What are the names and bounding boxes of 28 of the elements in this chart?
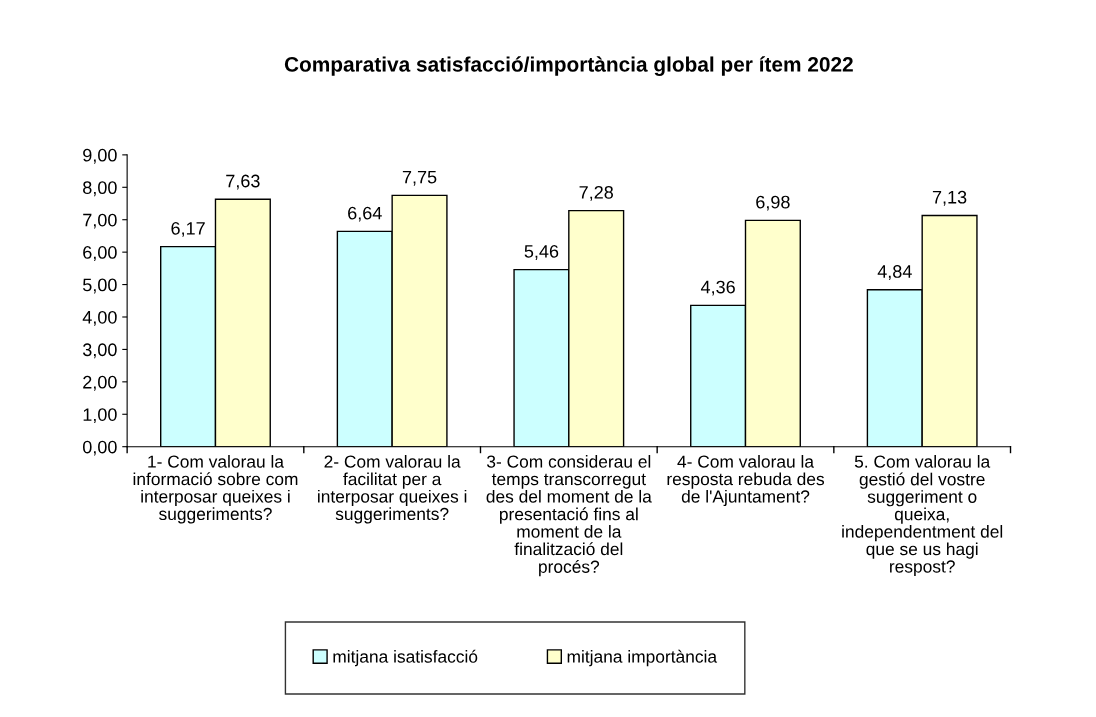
y-tick-label: 1,00 (83, 408, 117, 424)
data-label: 7,63 (226, 174, 260, 190)
x-tick-label: 5. Com valorau la gestió del vostre suggeriment o queixa, independentment del que se us hagi respost? (842, 455, 1003, 577)
data-label: 6,17 (171, 221, 205, 237)
data-label: 7,75 (402, 170, 437, 186)
x-tick-label: 3- Com considerau el temps transcorregut des del moment de la presentació fins al moment de la finalització del procés? (486, 455, 652, 577)
x-tick-label: 4- Com valorau la resposta rebuda des de l'Ajuntament? (667, 455, 825, 507)
y-tick-label: 8,00 (83, 181, 117, 197)
legend-label: mitjana isatisfacció (333, 649, 478, 667)
y-tick-label: 2,00 (83, 375, 117, 391)
data-label: 6,98 (756, 195, 790, 211)
data-label: 6,64 (348, 206, 382, 222)
x-tick-label: 2- Com valorau la facilitat per a interposar queixes i suggeriments? (318, 455, 467, 524)
data-label: 5,46 (524, 244, 559, 260)
y-tick-label: 4,00 (82, 310, 117, 326)
data-label: 4,36 (700, 280, 735, 296)
data-label: 7,28 (579, 185, 613, 201)
y-tick-label: 5,00 (83, 278, 117, 294)
chart-title: Comparativa satisfacció/importància global per ítem 2022 (284, 56, 853, 76)
data-label: 4,84 (877, 265, 912, 280)
x-tick-label: 1- Com valorau la informació sobre com interposar queixes i suggeriments? (133, 455, 298, 524)
y-tick-label: 9,00 (83, 148, 117, 164)
y-tick-label: 0,00 (82, 440, 117, 456)
data-label: 7,13 (932, 190, 967, 206)
y-tick-label: 7,00 (83, 213, 117, 229)
y-tick-label: 3,00 (82, 343, 117, 359)
y-tick-label: 6,00 (83, 246, 117, 261)
legend-label: mitjana importància (567, 649, 718, 667)
